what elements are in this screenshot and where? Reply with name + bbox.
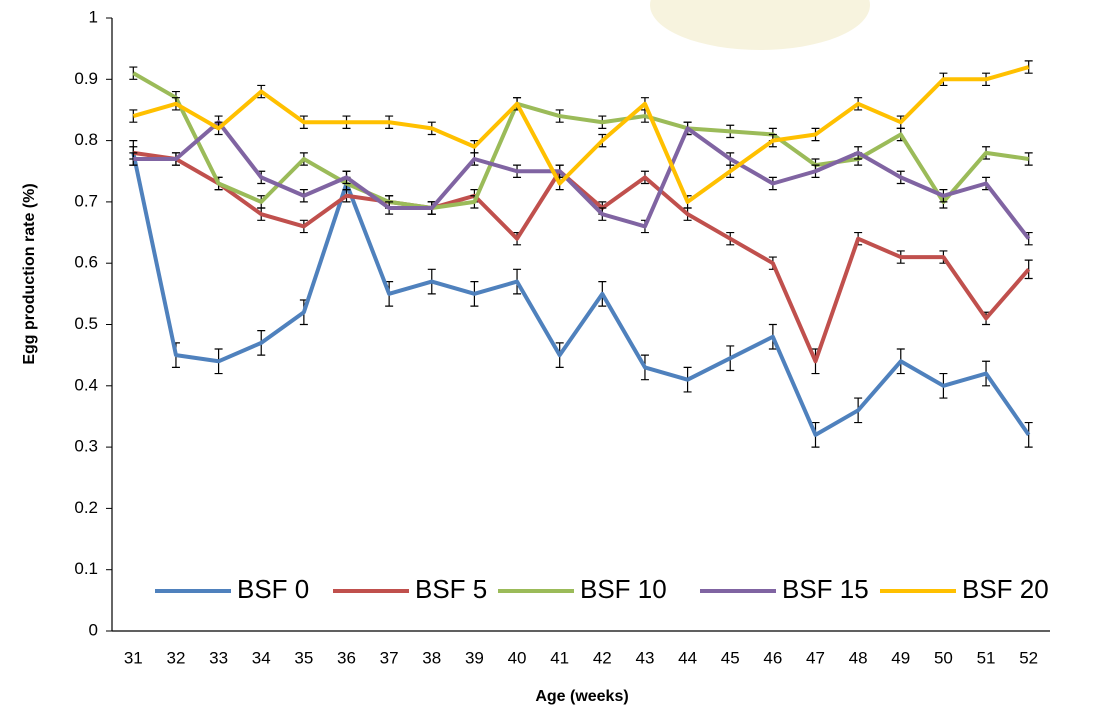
x-tick-label: 40: [508, 648, 527, 667]
x-tick-label: 36: [337, 648, 356, 667]
series-line: [131, 152, 1031, 437]
series-line: [133, 150, 1031, 364]
x-tick-label: 39: [465, 648, 484, 667]
y-tick-label: 0: [89, 620, 98, 639]
x-tick-label: 50: [934, 648, 953, 667]
y-axis-title: Egg production rate (%): [21, 183, 38, 364]
x-tick-label: 52: [1019, 648, 1038, 667]
x-tick-label: 46: [763, 648, 782, 667]
y-tick-label: 1: [89, 7, 98, 26]
x-tick-label: 42: [593, 648, 612, 667]
y-tick-label: 0.5: [74, 314, 98, 333]
legend-label: BSF 15: [782, 574, 869, 604]
legend-label: BSF 5: [415, 574, 487, 604]
x-tick-label: 49: [891, 648, 910, 667]
x-tick-label: 51: [977, 648, 996, 667]
legend-label: BSF 20: [962, 574, 1049, 604]
y-tick-label: 0.9: [74, 69, 98, 88]
x-tick-label: 33: [209, 648, 228, 667]
x-tick-label: 31: [124, 648, 143, 667]
x-tick-label: 35: [294, 648, 313, 667]
x-tick-label: 38: [422, 648, 441, 667]
x-tick-label: 32: [166, 648, 185, 667]
x-tick-label: 41: [550, 648, 569, 667]
x-tick-label: 43: [635, 648, 654, 667]
y-tick-label: 0.4: [74, 375, 98, 394]
error-bar: [129, 152, 138, 166]
y-tick-label: 0.8: [74, 130, 98, 149]
x-tick-label: 37: [380, 648, 399, 667]
y-tick-label: 0.7: [74, 191, 98, 210]
series-line: [133, 120, 1031, 240]
x-tick-label: 34: [252, 648, 271, 667]
series-line: [132, 65, 1030, 204]
legend-label: BSF 10: [580, 574, 667, 604]
legend-label: BSF 0: [237, 574, 309, 604]
y-tick-label: 0.6: [74, 253, 98, 272]
series-line: [132, 71, 1029, 211]
x-tick-label: 48: [849, 648, 868, 667]
y-tick-label: 0.3: [74, 437, 98, 456]
x-axis-title: Age (weeks): [535, 688, 628, 705]
x-tick-label: 44: [678, 648, 697, 667]
error-bar: [129, 109, 138, 123]
y-tick-label: 0.2: [74, 498, 98, 517]
x-tick-label: 47: [806, 648, 825, 667]
background-decoration: [650, 0, 870, 50]
y-tick-label: 0.1: [74, 559, 98, 578]
error-bar: [129, 66, 138, 80]
x-tick-label: 45: [721, 648, 740, 667]
